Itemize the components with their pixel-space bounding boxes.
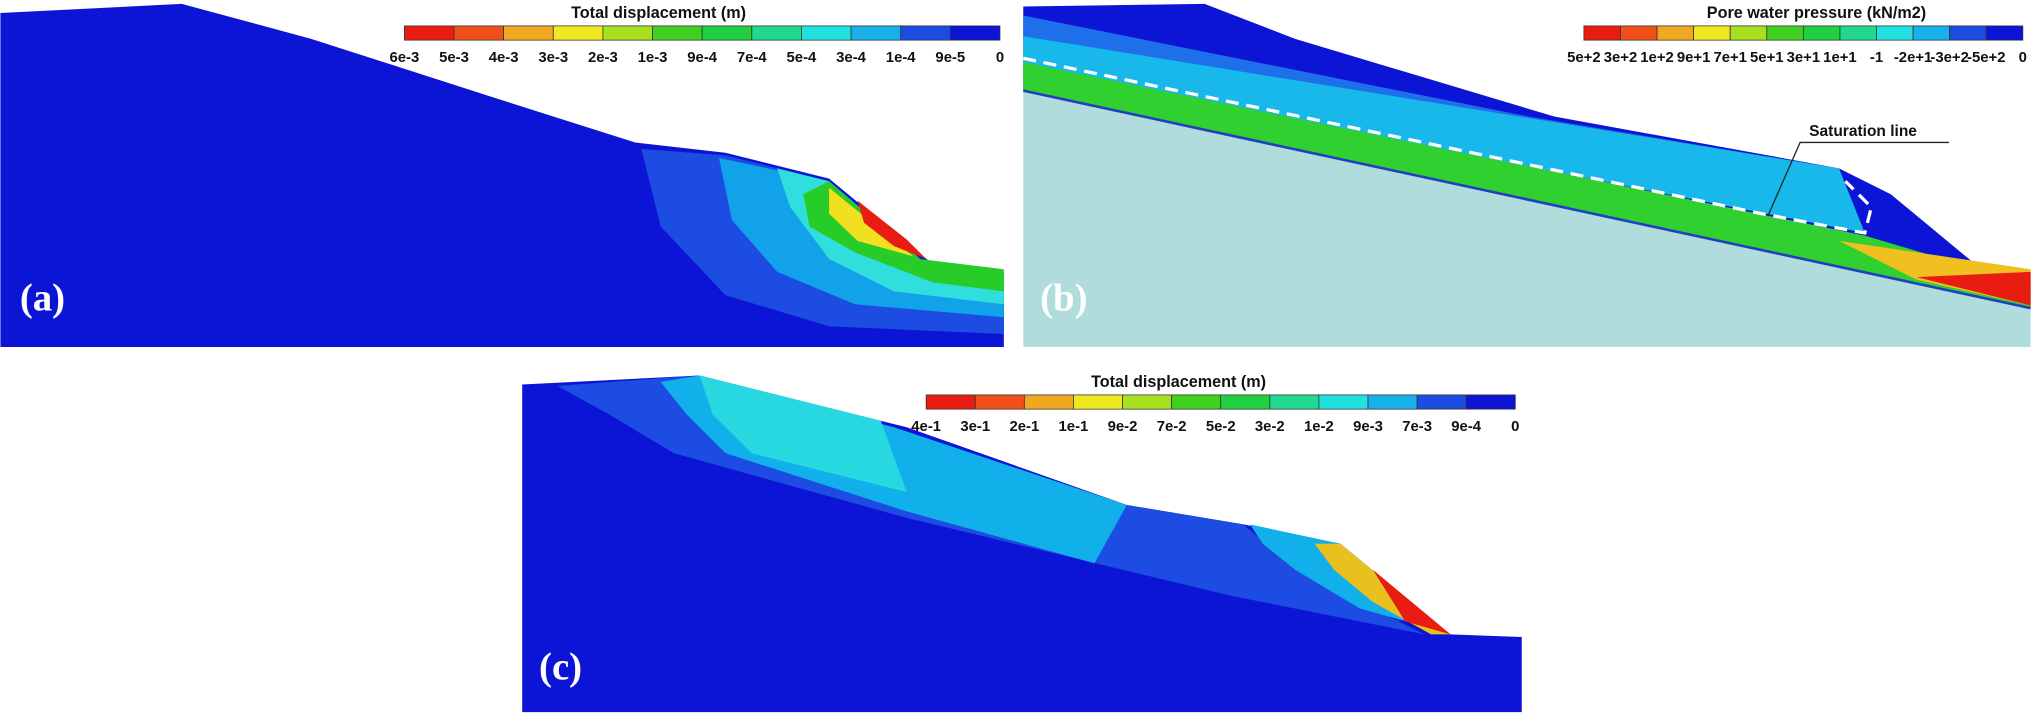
- panel-a: [0, 3, 1004, 347]
- legend-swatch: [1171, 394, 1222, 410]
- contour: [1372, 569, 1451, 635]
- legend-label: 0: [1511, 419, 1519, 435]
- legend-title: Total displacement (m): [571, 4, 746, 22]
- legend-swatch: [1985, 25, 2024, 41]
- legend-label: 9e+1: [1677, 50, 1711, 66]
- legend-label: 0: [2019, 50, 2027, 66]
- legend-label: 5e-3: [439, 50, 469, 66]
- legend-label: -5e+2: [1967, 50, 2005, 66]
- legend-label: -3e+2: [1930, 50, 1968, 66]
- legend-swatch: [1912, 25, 1951, 41]
- legend-swatch: [949, 25, 1001, 41]
- panel-b: [1022, 3, 2031, 347]
- legend-label: 1e-3: [638, 50, 668, 66]
- legend-swatch: [925, 394, 976, 410]
- legend-swatch: [1656, 25, 1695, 41]
- domain: [1023, 90, 2031, 347]
- legend-label: 3e-1: [960, 419, 990, 435]
- legend-swatch: [1949, 25, 1987, 41]
- contour: [857, 200, 927, 259]
- legend-label: 6e-3: [389, 50, 419, 66]
- legend-swatch: [1465, 394, 1516, 410]
- legend-label: 5e-4: [787, 50, 817, 66]
- legend-swatch: [652, 25, 703, 41]
- legend-label: 5e+2: [1567, 50, 1601, 66]
- legend-swatch: [1876, 25, 1914, 41]
- legend-swatch: [1318, 394, 1369, 410]
- legend-label: 9e-3: [1353, 419, 1383, 435]
- legend-swatch: [1766, 25, 1804, 41]
- panel-c: [522, 375, 1522, 713]
- legend-swatch: [974, 394, 1025, 410]
- panel-label: (c): [539, 646, 582, 689]
- legend-label: 4e-1: [911, 419, 941, 435]
- legend-label: 1e-4: [886, 50, 916, 66]
- legend-label: 3e-2: [1255, 419, 1285, 435]
- legend-label: 9e-2: [1108, 419, 1138, 435]
- legend-label: 9e-4: [1451, 419, 1481, 435]
- legend-title: Pore water pressure (kN/m2): [1707, 4, 1926, 22]
- legend-label: 1e+1: [1823, 50, 1857, 66]
- legend-swatch: [1416, 394, 1467, 410]
- contour: [1023, 62, 2031, 309]
- annotation: Saturation line: [1809, 123, 1917, 140]
- legend-swatch: [1023, 394, 1074, 410]
- legend-label: 4e-3: [489, 50, 519, 66]
- legend-label: 7e-3: [1402, 419, 1432, 435]
- annotation-leader: [1767, 141, 1950, 217]
- legend-swatch: [552, 25, 604, 41]
- contour: [1023, 36, 1865, 234]
- contour: [699, 375, 907, 493]
- legend-swatch: [801, 25, 852, 41]
- legend-label: 3e-4: [836, 50, 866, 66]
- legend-label: 1e-2: [1304, 419, 1334, 435]
- legend-swatch: [503, 25, 554, 41]
- legend-swatch: [1620, 25, 1658, 41]
- legend-swatch: [900, 25, 951, 41]
- legend-swatch: [701, 25, 753, 41]
- saturation-line: [1022, 56, 1874, 235]
- legend-label: 7e+1: [1713, 50, 1747, 66]
- legend-label: 7e-4: [737, 50, 767, 66]
- legend-label: -1: [1870, 50, 1883, 66]
- legend-title: Total displacement (m): [1091, 373, 1266, 391]
- legend-label: -2e+1: [1894, 50, 1932, 66]
- panel-label: (b): [1040, 277, 1087, 320]
- legend-label: 3e-3: [538, 50, 568, 66]
- legend-label: 5e-2: [1206, 419, 1236, 435]
- legend-swatch: [1122, 394, 1173, 410]
- legend-swatch: [1729, 25, 1768, 41]
- boundary: [1022, 89, 2031, 310]
- legend-swatch: [751, 25, 802, 41]
- legend-swatch: [1839, 25, 1877, 41]
- legend-label: 1e+2: [1640, 50, 1674, 66]
- legend-swatch: [453, 25, 505, 41]
- legend-label: 0: [996, 50, 1004, 66]
- legend-label: 2e-1: [1009, 419, 1039, 435]
- legend-swatch: [1693, 25, 1731, 41]
- contour: [1916, 271, 2031, 306]
- legend-swatch: [403, 25, 455, 41]
- legend-swatch: [1802, 25, 1841, 41]
- legend-swatch: [1220, 394, 1271, 410]
- legend-label: 5e+1: [1750, 50, 1784, 66]
- legend-label: 7e-2: [1157, 419, 1187, 435]
- legend-swatch: [1367, 394, 1418, 410]
- legend-label: 9e-4: [687, 50, 717, 66]
- legend-swatch: [602, 25, 653, 41]
- panel-label: (a): [20, 277, 65, 320]
- legend-swatch: [1073, 394, 1123, 410]
- legend-swatch: [1583, 25, 1621, 41]
- legend-label: 3e+1: [1787, 50, 1821, 66]
- legend-swatch: [1269, 394, 1320, 410]
- legend-label: 9e-5: [935, 50, 965, 66]
- legend-label: 1e-1: [1059, 419, 1089, 435]
- legend-label: 2e-3: [588, 50, 618, 66]
- legend-swatch: [850, 25, 902, 41]
- legend-label: 3e+2: [1604, 50, 1638, 66]
